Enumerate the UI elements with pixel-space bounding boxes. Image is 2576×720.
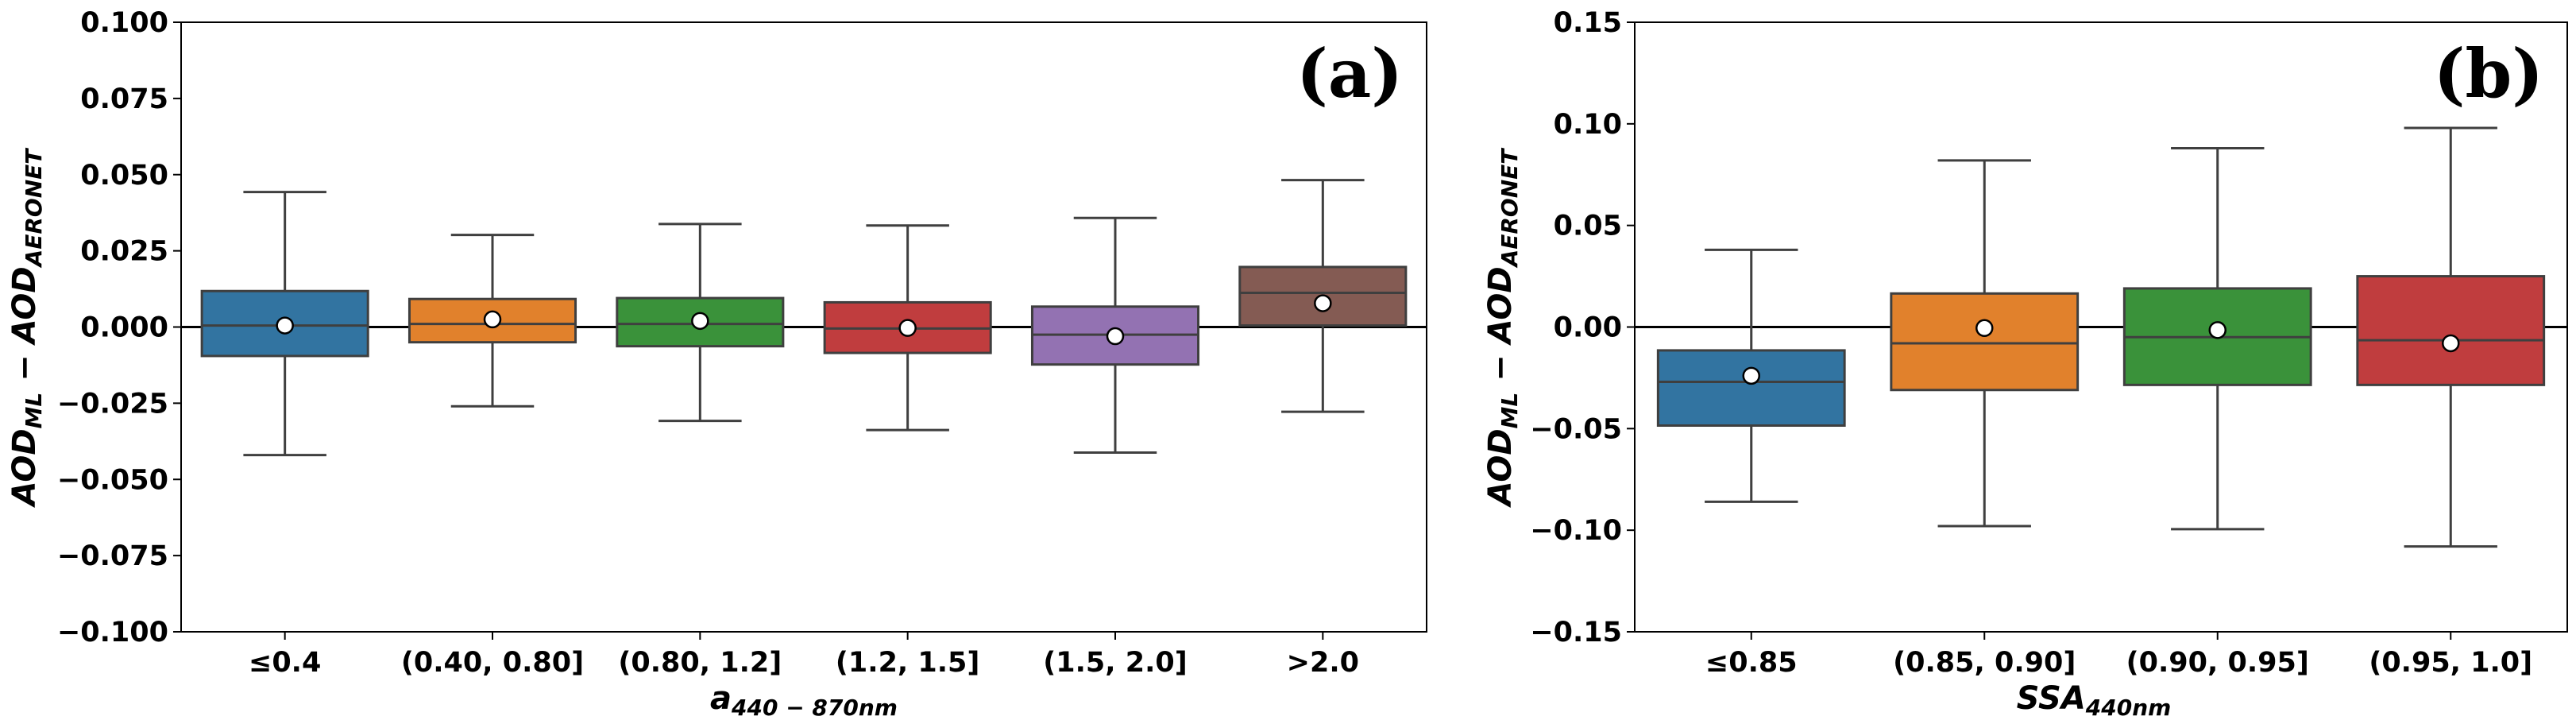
panel-b-y-tick-label: 0.00 <box>1554 312 1622 344</box>
panel-a-label: (a) <box>1296 34 1403 113</box>
panel-b-x-label-base: SSA <box>2017 680 2086 717</box>
panel-a-x-tick-label: (1.5, 2.0] <box>1043 647 1187 679</box>
panel-a-y-tick-label: 0.075 <box>80 83 168 115</box>
panel-a-y-tick-label: 0.100 <box>80 7 168 39</box>
panel-a-x-tick-label: (0.40, 0.80] <box>401 647 584 679</box>
mean-marker <box>2442 334 2460 353</box>
panel-b-y-tick-label: 0.05 <box>1554 211 1622 242</box>
panel-a-x-axis-label: a440 − 870nm <box>710 680 898 720</box>
panel-a-box-3 <box>616 223 785 423</box>
panel-b-box-4 <box>2356 126 2546 548</box>
panel-a-y-axis-label: AODML − AODAERONET <box>6 148 47 509</box>
panel-b-label: (b) <box>2434 34 2543 113</box>
mean-marker <box>276 316 294 335</box>
panel-a-axes-frame <box>180 21 1427 633</box>
box-body <box>1890 292 2080 392</box>
panel-b: −0.15 −0.10 −0.05 0.00 0.05 0.10 0.15 ≤0.85 (0.8… <box>1482 7 2568 720</box>
panel-b-x-tick-label: (0.85, 0.90] <box>1893 647 2076 679</box>
panel-b-x-label-sub: 440nm <box>2085 695 2172 720</box>
box-body <box>1656 349 1846 427</box>
panel-b-y-tick-label: −0.15 <box>1530 617 1622 648</box>
panel-a-y-label-s2: AERONET <box>21 148 47 269</box>
panel-a-x-tick-label: >2.0 <box>1287 647 1359 679</box>
panel-b-x-tick-label: (0.90, 0.95] <box>2126 647 2309 679</box>
panel-b-box-1 <box>1656 248 1846 503</box>
panel-b-x-tick-label: ≤0.85 <box>1705 647 1798 679</box>
panel-a-box-6 <box>1238 179 1408 413</box>
panel-b-box-3 <box>2122 147 2312 531</box>
panel-b-box-2 <box>1890 159 2080 528</box>
panel-a-plot-area: −0.100 −0.075 −0.050 −0.025 0.000 0.025 0.050 0… <box>57 7 1427 679</box>
mean-marker <box>1742 366 1760 385</box>
mean-marker <box>898 319 917 337</box>
panel-b-y-label-s1: ML <box>1497 393 1523 429</box>
panel-b-y-tick-label: 0.15 <box>1554 7 1622 39</box>
panel-a-y-tick-label: −0.025 <box>57 388 168 420</box>
panel-b-y-tick-label: 0.10 <box>1554 109 1622 141</box>
panel-a-y-tick-label: −0.100 <box>57 617 168 648</box>
panel-a-box-1 <box>200 191 369 457</box>
panel-a-box-5 <box>1030 216 1200 455</box>
panel-a-x-label-base: a <box>710 680 732 717</box>
mean-marker <box>1314 294 1332 312</box>
panel-a-y-tick-label: 0.000 <box>80 312 168 344</box>
panel-a: −0.100 −0.075 −0.050 −0.025 0.000 0.025 0.050 0… <box>6 7 1427 720</box>
panel-b-y-axis-label: AODML − AODAERONET <box>1482 148 1523 509</box>
panel-b-plot-area: −0.15 −0.10 −0.05 0.00 0.05 0.10 0.15 ≤0.85 (0.8… <box>1530 7 2568 679</box>
panel-a-y-label-t2: − AOD <box>6 266 43 392</box>
panel-a-x-tick-label: (1.2, 1.5] <box>836 647 979 679</box>
panel-a-box-4 <box>823 224 992 432</box>
panel-a-y-tick-label: −0.050 <box>57 464 168 496</box>
box-body <box>2356 275 2546 386</box>
panel-a-y-label-t1: AOD <box>6 428 43 508</box>
panel-a-x-tick-label: (0.80, 1.2] <box>618 647 782 679</box>
mean-marker <box>691 312 709 331</box>
mean-marker <box>1975 319 1994 338</box>
mean-marker <box>483 310 502 329</box>
panel-a-x-label-sub: 440 − 870nm <box>731 695 898 720</box>
panel-b-y-tick-label: −0.10 <box>1530 515 1622 547</box>
panel-a-box-2 <box>407 234 577 408</box>
panel-a-y-tick-label: −0.075 <box>57 540 168 572</box>
mean-marker <box>1106 327 1125 346</box>
panel-a-y-tick-label: 0.025 <box>80 236 168 268</box>
panel-b-y-label-t1: AOD <box>1482 428 1519 508</box>
panel-a-y-tick-label: 0.050 <box>80 160 168 192</box>
panel-b-x-axis-label: SSA440nm <box>2017 680 2172 720</box>
panel-b-axes-frame <box>1634 21 2568 633</box>
panel-b-y-tick-label: −0.05 <box>1530 413 1622 445</box>
panel-a-y-label-s1: ML <box>21 393 47 429</box>
panel-b-y-label-t2: − AOD <box>1482 266 1519 392</box>
panel-b-y-label-s2: AERONET <box>1497 148 1523 269</box>
panel-b-x-tick-label: (0.95, 1.0] <box>2369 647 2532 679</box>
mean-marker <box>2208 321 2226 339</box>
panel-a-x-tick-label: ≤0.4 <box>249 647 321 679</box>
